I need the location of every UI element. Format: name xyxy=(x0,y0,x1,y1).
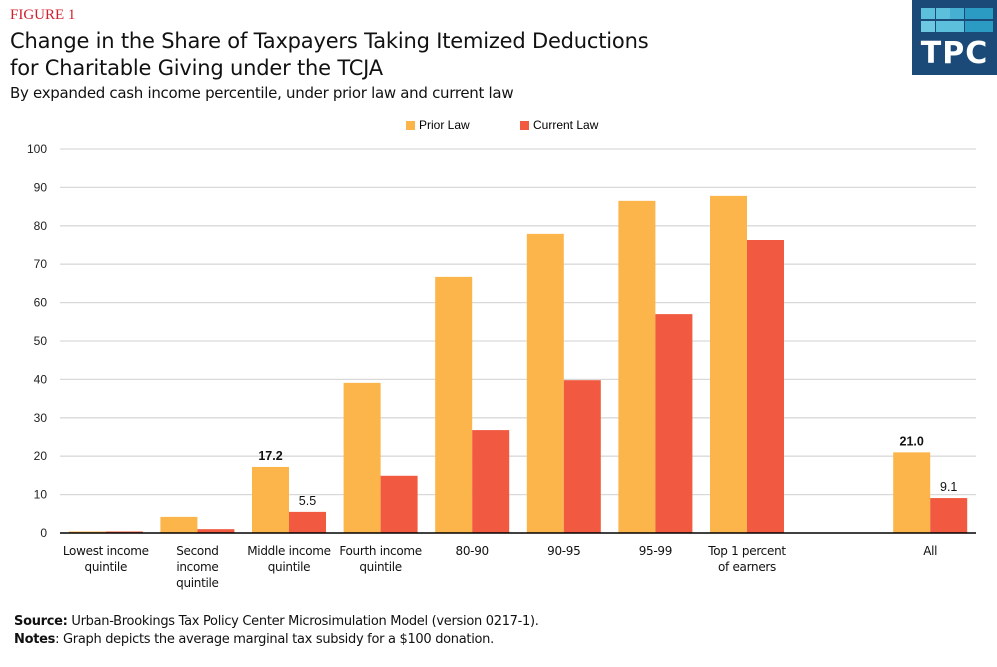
notes-text: : Graph depicts the average marginal tax… xyxy=(55,632,494,647)
logo-grid-square xyxy=(921,21,935,32)
x-tick-label: Lowest income xyxy=(63,544,149,558)
x-tick-label: 80-90 xyxy=(456,544,489,558)
logo-grid-square xyxy=(964,21,979,32)
x-tick-label: Middle income xyxy=(247,544,331,558)
x-tick-label: Fourth income xyxy=(339,544,422,558)
y-tick-label: 20 xyxy=(34,449,48,463)
logo-grid-square xyxy=(964,8,979,19)
data-label: 21.0 xyxy=(900,434,924,448)
data-label: 9.1 xyxy=(940,480,957,494)
legend-item-current-law: Current Law xyxy=(520,118,598,132)
bar-current-law xyxy=(655,314,693,533)
bar-prior-law xyxy=(343,382,381,533)
source-note: Source: Urban-Brookings Tax Policy Cente… xyxy=(14,613,539,631)
bar-prior-law xyxy=(252,466,289,533)
bar-prior-law xyxy=(893,452,931,533)
bar-prior-law xyxy=(618,200,656,533)
bar-prior-law xyxy=(710,195,747,533)
y-tick-label: 30 xyxy=(34,411,48,425)
y-tick-label: 10 xyxy=(34,488,48,502)
chart-title-line-2: for Charitable Giving under the TCJA xyxy=(10,56,383,80)
y-tick-label: 0 xyxy=(40,526,47,540)
bar-current-law xyxy=(289,511,326,533)
x-tick-label: quintile xyxy=(359,560,402,574)
bar-current-law xyxy=(563,380,601,533)
x-tick-label: income xyxy=(176,560,218,574)
legend-item-prior-law: Prior Law xyxy=(406,118,470,132)
legend-label-prior-law: Prior Law xyxy=(419,118,470,132)
logo-grid-square xyxy=(979,8,993,19)
y-tick-label: 40 xyxy=(34,372,48,386)
logo-grid-square xyxy=(935,8,950,19)
figure-label: FIGURE 1 xyxy=(10,7,76,23)
bar-prior-law xyxy=(526,233,564,533)
x-tick-label: Second xyxy=(176,544,218,558)
y-tick-label: 100 xyxy=(27,142,47,156)
x-tick-label: 90-95 xyxy=(547,544,580,558)
chart-title: Change in the Share of Taxpayers Taking … xyxy=(10,28,649,82)
bar-prior-law xyxy=(160,516,198,533)
bar-current-law xyxy=(930,498,968,533)
data-label: 5.5 xyxy=(299,494,316,508)
bar-prior-law xyxy=(435,276,473,533)
legend-swatch-current-law xyxy=(520,120,529,130)
source-text: Urban-Brookings Tax Policy Center Micros… xyxy=(67,614,539,629)
notes-note: Notes: Graph depicts the average margina… xyxy=(14,631,539,649)
bar-current-law xyxy=(472,430,510,533)
logo-grid-square xyxy=(950,8,964,19)
logo-grid-square xyxy=(921,8,935,19)
y-tick-label: 80 xyxy=(34,219,48,233)
tpc-logo-text: TPC xyxy=(920,36,989,71)
bar-prior-law xyxy=(68,531,106,533)
chart-legend: Prior Law Current Law xyxy=(0,118,997,136)
x-tick-label: quintile xyxy=(268,560,311,574)
chart-title-line-1: Change in the Share of Taxpayers Taking … xyxy=(10,29,649,53)
tpc-logo: TPC xyxy=(912,0,997,75)
x-tick-label: 95-99 xyxy=(639,544,672,558)
x-tick-label: All xyxy=(923,544,937,558)
y-tick-label: 90 xyxy=(34,180,48,194)
legend-swatch-prior-law xyxy=(406,120,415,130)
bar-current-law xyxy=(380,475,418,533)
legend-label-current-law: Current Law xyxy=(533,118,599,132)
notes-label: Notes xyxy=(14,632,56,647)
x-tick-label: quintile xyxy=(176,576,219,590)
logo-grid-square xyxy=(950,21,964,32)
x-tick-label: quintile xyxy=(85,560,128,574)
y-tick-label: 70 xyxy=(34,257,48,271)
x-tick-label: Top 1 percent xyxy=(707,544,786,558)
chart-subtitle: By expanded cash income percentile, unde… xyxy=(10,84,514,102)
source-label: Source: xyxy=(14,614,68,629)
logo-grid-square xyxy=(935,21,950,32)
y-tick-label: 60 xyxy=(34,296,48,310)
x-tick-label: of earners xyxy=(718,560,776,574)
bar-current-law xyxy=(105,531,143,533)
logo-grid-square xyxy=(979,21,993,32)
data-label: 17.2 xyxy=(258,449,282,463)
chart-footer: Source: Urban-Brookings Tax Policy Cente… xyxy=(14,613,539,649)
bar-current-law xyxy=(747,240,784,533)
y-tick-label: 50 xyxy=(34,334,48,348)
bar-current-law xyxy=(197,529,235,533)
